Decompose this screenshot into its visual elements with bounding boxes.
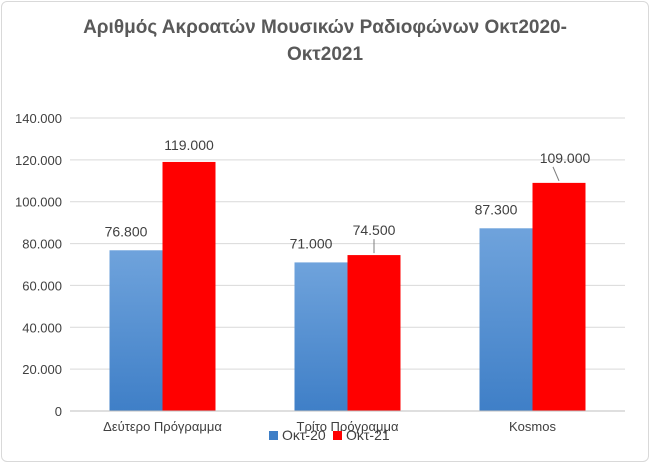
bar-okt21-0 [162,161,216,411]
chart-title-line-1: Αριθμός Ακροατών Μουσικών Ραδιοφώνων Οκτ… [83,17,567,38]
y-tick-label: 20.000 [22,362,62,377]
data-label: 76.800 [105,223,148,239]
bar-okt20-1 [294,262,348,411]
y-tick-label: 60.000 [22,278,62,293]
legend-label-0: Οκτ-20 [282,427,326,443]
bar-okt20-2 [479,228,533,411]
category-label: Kosmos [509,419,556,434]
leader-line [552,166,560,182]
data-label: 87.300 [475,201,518,217]
category-label: Τρίτο Πρόγραμμα [297,419,399,434]
y-tick-label: 0 [55,404,62,419]
chart-title-line-2: Οκτ2021 [287,44,364,65]
y-tick-label: 100.000 [15,195,62,210]
bar-okt21-1 [347,255,401,411]
legend-label-1: Οκτ-21 [346,427,390,443]
y-tick-label: 120.000 [15,153,62,168]
category-label: Δεύτερο Πρόγραμμα [103,419,222,434]
data-label: 119.000 [164,137,214,153]
y-tick-label: 40.000 [22,320,62,335]
bar-okt21-2 [532,182,586,411]
data-label: 109.000 [540,150,591,166]
data-label: 71.000 [290,235,333,251]
data-label: 74.500 [353,222,396,238]
legend-swatch-0 [269,431,278,440]
y-tick-label: 80.000 [22,237,62,252]
y-tick-label: 140.000 [15,111,62,126]
legend-swatch-1 [333,431,342,440]
bar-okt20-0 [109,250,163,411]
